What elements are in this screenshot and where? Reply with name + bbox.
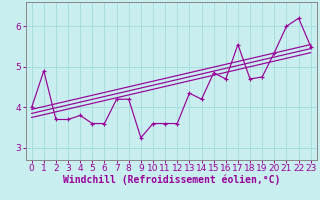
X-axis label: Windchill (Refroidissement éolien,°C): Windchill (Refroidissement éolien,°C)	[62, 175, 280, 185]
